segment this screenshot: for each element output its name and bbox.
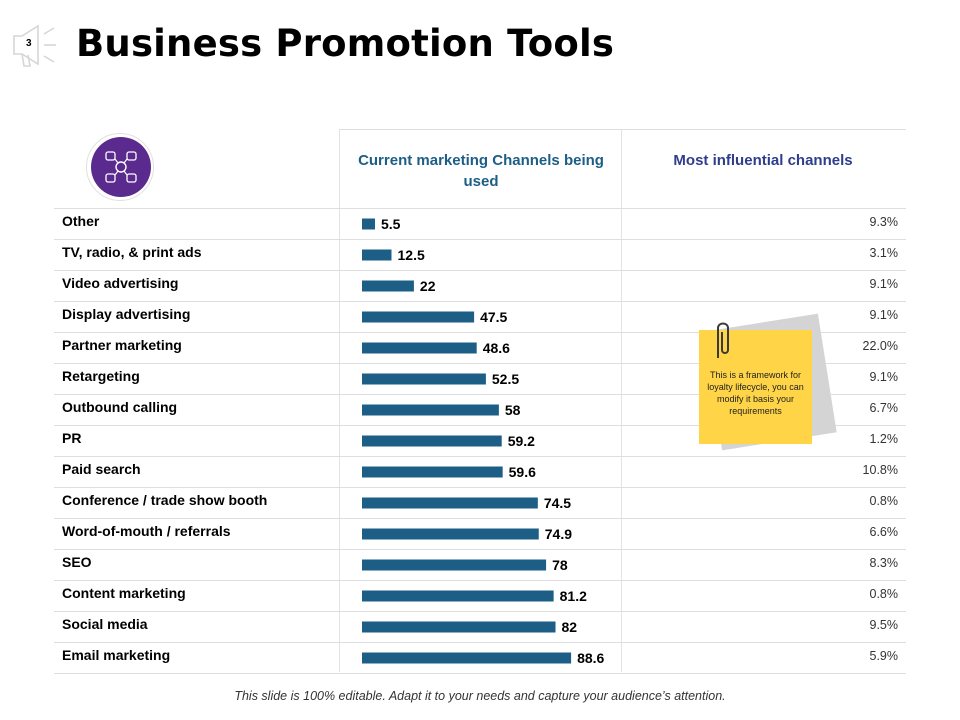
header-top-line [339,129,906,130]
row-label: Outbound calling [62,399,178,415]
influential-percent: 0.8% [869,494,899,508]
megaphone-icon [13,24,56,67]
bar [362,311,475,323]
row-label: Word-of-mouth / referrals [62,523,231,539]
bar-value-label: 82 [562,619,578,635]
bar-value-label: 74.5 [544,495,571,511]
bar [362,590,554,602]
row-label: Partner marketing [62,337,182,353]
row-divider [54,208,906,209]
bar [362,342,477,354]
bar-value-label: 12.5 [398,247,425,263]
bar [362,621,556,633]
row-divider [54,239,906,240]
bar-value-label: 81.2 [560,588,587,604]
row-label: Video advertising [62,275,179,291]
bar [362,404,499,416]
bar-value-label: 78 [552,557,568,573]
logo-ring [86,133,154,201]
row-divider [54,394,906,395]
row-divider [54,611,906,612]
row-label: Email marketing [62,647,171,663]
bar [362,218,375,230]
slide-number: 3 [26,38,32,49]
row-label: PR [62,430,82,446]
row-divider [54,363,906,364]
bar [362,466,503,478]
row-label: Social media [62,616,148,632]
column-divider-right [621,129,622,672]
influential-percent: 9.3% [869,215,899,229]
influential-percent: 9.1% [869,277,899,291]
row-label: Paid search [62,461,141,477]
social-media-network-icon [91,137,151,197]
row-label: Other [62,213,100,229]
row-divider [54,456,906,457]
row-label: Conference / trade show booth [62,492,268,508]
influential-percent: 3.1% [869,246,899,260]
page-title: Business Promotion Tools [76,22,615,65]
bar-value-label: 88.6 [577,650,604,666]
sticky-note-text: This is a framework for loyalty lifecycl… [707,370,804,416]
row-label: Retargeting [62,368,140,384]
row-divider [54,301,906,302]
row-divider [54,673,906,674]
bar-value-label: 58 [505,402,521,418]
row-divider [54,642,906,643]
influential-percent: 1.2% [869,432,899,446]
bar [362,373,486,385]
row-label: Content marketing [62,585,186,601]
bar-value-label: 59.2 [508,433,535,449]
influential-percent: 6.7% [869,401,899,415]
column-header-current: Current marketing Channels being used [358,152,604,190]
row-label: SEO [62,554,92,570]
row-label: Display advertising [62,306,191,322]
bar [362,497,538,509]
influential-percent: 10.8% [862,463,898,477]
bar-value-label: 5.5 [381,216,401,232]
bar [362,435,502,447]
bar-value-label: 48.6 [483,340,510,356]
row-divider [54,332,906,333]
footer-note: This slide is 100% editable. Adapt it to… [234,689,726,703]
influential-percent: 0.8% [869,587,899,601]
influential-percent: 9.5% [869,618,899,632]
influential-percent: 8.3% [869,556,899,570]
bar [362,652,572,664]
bar-value-label: 47.5 [480,309,507,325]
row-label: TV, radio, & print ads [62,244,202,260]
row-divider [54,518,906,519]
row-divider [54,580,906,581]
bar [362,559,547,571]
bar [362,528,539,540]
bar-value-label: 22 [420,278,436,294]
column-header-influential: Most influential channels [673,152,853,169]
bar-value-label: 59.6 [509,464,536,480]
influential-percent: 6.6% [869,525,899,539]
influential-percent: 5.9% [869,649,899,663]
row-divider [54,487,906,488]
influential-percent: 9.1% [869,308,899,322]
bar [362,249,392,261]
bar-value-label: 52.5 [492,371,519,387]
row-divider [54,270,906,271]
column-divider-left [339,129,340,672]
row-divider [54,425,906,426]
influential-percent: 9.1% [869,370,899,384]
bar-value-label: 74.9 [545,526,572,542]
influential-percent: 22.0% [862,339,898,353]
paperclip-icon [717,322,729,358]
row-divider [54,549,906,550]
bar [362,280,414,292]
